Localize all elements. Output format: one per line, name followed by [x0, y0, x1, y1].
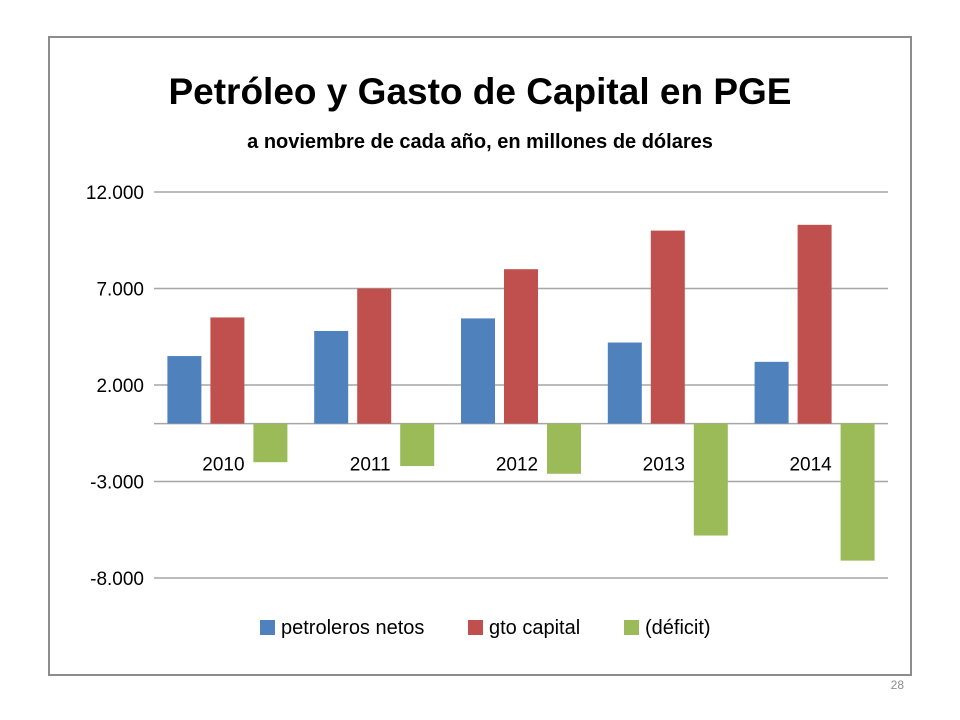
- chart-title: Petróleo y Gasto de Capital en PGE: [168, 71, 791, 112]
- category-label: 2010: [202, 455, 244, 476]
- chart-frame: Petróleo y Gasto de Capital en PGE a nov…: [48, 36, 912, 676]
- legend-label: gto capital: [489, 617, 580, 639]
- bar-d-ficit-2011: [400, 423, 435, 467]
- legend-swatch: [260, 620, 275, 635]
- page-number: 28: [890, 678, 904, 692]
- category-label: 2013: [643, 455, 685, 476]
- legend-label: (déficit): [645, 617, 711, 639]
- bar-gto-capital-2014: [797, 224, 832, 424]
- legend-swatch: [468, 620, 483, 635]
- y-tick-label: 12.000: [86, 183, 144, 204]
- bar-petroleros-netos-2010: [167, 356, 202, 424]
- bar-d-ficit-2012: [547, 423, 581, 474]
- legend: petroleros netos gto capital (déficit): [260, 617, 711, 639]
- category-labels: 2010 2011 2012 2013 2014: [202, 455, 832, 476]
- chart-svg: Petróleo y Gasto de Capital en PGE a nov…: [86, 71, 888, 639]
- category-label: 2014: [789, 455, 832, 476]
- bar-gto-capital-2010: [210, 317, 245, 424]
- category-label: 2012: [496, 455, 538, 476]
- bar-petroleros-netos-2011: [314, 330, 349, 424]
- bar-d-ficit-2014: [840, 423, 875, 561]
- legend-swatch: [624, 620, 639, 635]
- y-tick-label: -8.000: [90, 569, 144, 590]
- bar-layer: [167, 224, 875, 561]
- bar-d-ficit-2013: [693, 423, 728, 536]
- bar-d-ficit-2010: [253, 423, 288, 463]
- y-tick-label: 7.000: [96, 280, 144, 301]
- bar-gto-capital-2013: [650, 230, 685, 424]
- bar-gto-capital-2012: [504, 269, 538, 424]
- bar-petroleros-netos-2012: [461, 318, 495, 424]
- y-tick-label: -3.000: [90, 473, 144, 494]
- legend-label: petroleros netos: [281, 617, 424, 639]
- category-label: 2011: [350, 455, 391, 476]
- y-tick-label: 2.000: [96, 376, 144, 397]
- chart-subtitle: a noviembre de cada año, en millones de …: [247, 131, 713, 153]
- bar-petroleros-netos-2013: [607, 342, 642, 424]
- bar-petroleros-netos-2014: [754, 361, 789, 424]
- bar-gto-capital-2011: [357, 288, 392, 424]
- y-axis-tick-labels: 12.000 7.000 2.000 -3.000 -8.000: [86, 183, 144, 590]
